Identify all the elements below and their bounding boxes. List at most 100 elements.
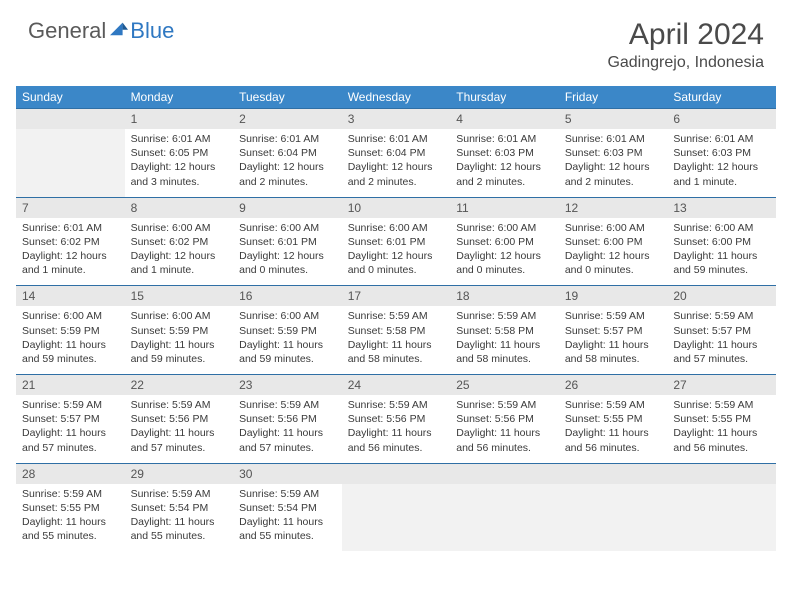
daylight-text: Daylight: 12 hours and 0 minutes. (565, 249, 662, 277)
day-cell: Sunrise: 6:00 AMSunset: 6:02 PMDaylight:… (125, 218, 234, 286)
title-block: April 2024 Gadingrejo, Indonesia (607, 18, 764, 72)
daylight-text: Daylight: 11 hours and 58 minutes. (565, 338, 662, 366)
date-cell: 29 (125, 463, 234, 484)
date-row: 123456 (16, 109, 776, 130)
sunrise-text: Sunrise: 6:00 AM (239, 221, 336, 235)
calendar-table: Sunday Monday Tuesday Wednesday Thursday… (16, 86, 776, 551)
sunrise-text: Sunrise: 5:59 AM (456, 309, 553, 323)
day-cell: Sunrise: 6:01 AMSunset: 6:03 PMDaylight:… (667, 129, 776, 197)
date-cell: 6 (667, 109, 776, 130)
day-cell (450, 484, 559, 552)
date-cell: 14 (16, 286, 125, 307)
day-cell: Sunrise: 5:59 AMSunset: 5:56 PMDaylight:… (233, 395, 342, 463)
date-cell: 1 (125, 109, 234, 130)
daylight-text: Daylight: 11 hours and 58 minutes. (456, 338, 553, 366)
date-cell: 9 (233, 197, 342, 218)
day-cell: Sunrise: 5:59 AMSunset: 5:54 PMDaylight:… (125, 484, 234, 552)
daylight-text: Daylight: 12 hours and 2 minutes. (239, 160, 336, 188)
date-cell: 10 (342, 197, 451, 218)
daylight-text: Daylight: 12 hours and 0 minutes. (239, 249, 336, 277)
sunrise-text: Sunrise: 5:59 AM (239, 398, 336, 412)
date-cell (667, 463, 776, 484)
sunset-text: Sunset: 5:59 PM (22, 324, 119, 338)
sunset-text: Sunset: 6:05 PM (131, 146, 228, 160)
date-cell: 17 (342, 286, 451, 307)
sunset-text: Sunset: 6:04 PM (239, 146, 336, 160)
sunset-text: Sunset: 5:56 PM (348, 412, 445, 426)
daylight-text: Daylight: 11 hours and 56 minutes. (348, 426, 445, 454)
sunrise-text: Sunrise: 5:59 AM (565, 309, 662, 323)
daylight-text: Daylight: 11 hours and 57 minutes. (239, 426, 336, 454)
day-of-week-row: Sunday Monday Tuesday Wednesday Thursday… (16, 86, 776, 109)
sunrise-text: Sunrise: 6:00 AM (673, 221, 770, 235)
sunrise-text: Sunrise: 6:01 AM (239, 132, 336, 146)
day-cell: Sunrise: 6:01 AMSunset: 6:03 PMDaylight:… (450, 129, 559, 197)
day-cell: Sunrise: 6:00 AMSunset: 6:01 PMDaylight:… (342, 218, 451, 286)
sunrise-text: Sunrise: 6:01 AM (673, 132, 770, 146)
daylight-text: Daylight: 11 hours and 56 minutes. (565, 426, 662, 454)
sunrise-text: Sunrise: 5:59 AM (22, 398, 119, 412)
dow-thursday: Thursday (450, 86, 559, 109)
sunrise-text: Sunrise: 6:00 AM (131, 309, 228, 323)
date-row: 21222324252627 (16, 375, 776, 396)
sunset-text: Sunset: 5:59 PM (239, 324, 336, 338)
sunset-text: Sunset: 5:54 PM (131, 501, 228, 515)
day-cell: Sunrise: 6:00 AMSunset: 6:00 PMDaylight:… (559, 218, 668, 286)
date-cell: 24 (342, 375, 451, 396)
sunrise-text: Sunrise: 6:01 AM (22, 221, 119, 235)
sunset-text: Sunset: 5:57 PM (22, 412, 119, 426)
sunset-text: Sunset: 5:55 PM (22, 501, 119, 515)
date-row: 78910111213 (16, 197, 776, 218)
dow-monday: Monday (125, 86, 234, 109)
sunset-text: Sunset: 5:57 PM (565, 324, 662, 338)
day-cell: Sunrise: 5:59 AMSunset: 5:55 PMDaylight:… (667, 395, 776, 463)
sunrise-text: Sunrise: 5:59 AM (348, 398, 445, 412)
date-cell (16, 109, 125, 130)
date-cell (450, 463, 559, 484)
date-row: 14151617181920 (16, 286, 776, 307)
sunrise-text: Sunrise: 5:59 AM (239, 487, 336, 501)
sunrise-text: Sunrise: 5:59 AM (456, 398, 553, 412)
sunrise-text: Sunrise: 6:01 AM (131, 132, 228, 146)
day-cell: Sunrise: 5:59 AMSunset: 5:56 PMDaylight:… (125, 395, 234, 463)
day-cell (16, 129, 125, 197)
day-cell: Sunrise: 5:59 AMSunset: 5:55 PMDaylight:… (16, 484, 125, 552)
daylight-text: Daylight: 12 hours and 0 minutes. (456, 249, 553, 277)
dow-tuesday: Tuesday (233, 86, 342, 109)
sunset-text: Sunset: 6:01 PM (239, 235, 336, 249)
content-row: Sunrise: 6:01 AMSunset: 6:02 PMDaylight:… (16, 218, 776, 286)
day-cell: Sunrise: 6:00 AMSunset: 6:00 PMDaylight:… (667, 218, 776, 286)
sunset-text: Sunset: 5:57 PM (673, 324, 770, 338)
daylight-text: Daylight: 12 hours and 1 minute. (673, 160, 770, 188)
sunset-text: Sunset: 6:00 PM (673, 235, 770, 249)
day-cell: Sunrise: 5:59 AMSunset: 5:55 PMDaylight:… (559, 395, 668, 463)
daylight-text: Daylight: 11 hours and 59 minutes. (131, 338, 228, 366)
daylight-text: Daylight: 11 hours and 59 minutes. (22, 338, 119, 366)
daylight-text: Daylight: 12 hours and 2 minutes. (565, 160, 662, 188)
daylight-text: Daylight: 11 hours and 57 minutes. (22, 426, 119, 454)
day-cell: Sunrise: 5:59 AMSunset: 5:57 PMDaylight:… (16, 395, 125, 463)
sunrise-text: Sunrise: 6:00 AM (239, 309, 336, 323)
sunset-text: Sunset: 6:00 PM (456, 235, 553, 249)
daylight-text: Daylight: 12 hours and 0 minutes. (348, 249, 445, 277)
sunrise-text: Sunrise: 5:59 AM (131, 398, 228, 412)
day-cell: Sunrise: 6:01 AMSunset: 6:04 PMDaylight:… (342, 129, 451, 197)
daylight-text: Daylight: 11 hours and 55 minutes. (239, 515, 336, 543)
date-cell: 22 (125, 375, 234, 396)
sunset-text: Sunset: 5:54 PM (239, 501, 336, 515)
page-title: April 2024 (607, 18, 764, 52)
daylight-text: Daylight: 11 hours and 57 minutes. (673, 338, 770, 366)
daylight-text: Daylight: 12 hours and 2 minutes. (348, 160, 445, 188)
date-row: 282930 (16, 463, 776, 484)
content-row: Sunrise: 5:59 AM Sunset: 5:55 PM Daylight:… (16, 484, 776, 552)
day-cell: Sunrise: 6:00 AMSunset: 6:00 PMDaylight:… (450, 218, 559, 286)
date-cell: 21 (16, 375, 125, 396)
sunset-text: Sunset: 5:58 PM (348, 324, 445, 338)
day-cell: Sunrise: 6:00 AMSunset: 5:59 PMDaylight:… (125, 306, 234, 374)
date-cell: 8 (125, 197, 234, 218)
day-cell (667, 484, 776, 552)
date-cell (342, 463, 451, 484)
logo-triangle-icon (110, 19, 128, 37)
date-cell: 3 (342, 109, 451, 130)
date-cell: 5 (559, 109, 668, 130)
